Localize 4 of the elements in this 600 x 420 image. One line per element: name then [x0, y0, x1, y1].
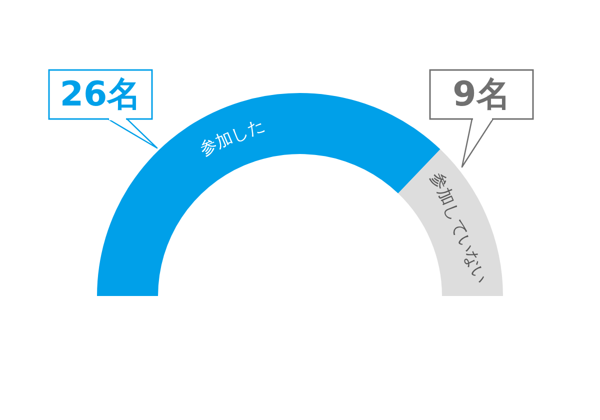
- data-label: 9名: [452, 74, 510, 114]
- slice-label: 参加した: [197, 114, 268, 160]
- slice-label: 参加していない: [426, 170, 492, 287]
- data-label: 26名: [60, 74, 142, 114]
